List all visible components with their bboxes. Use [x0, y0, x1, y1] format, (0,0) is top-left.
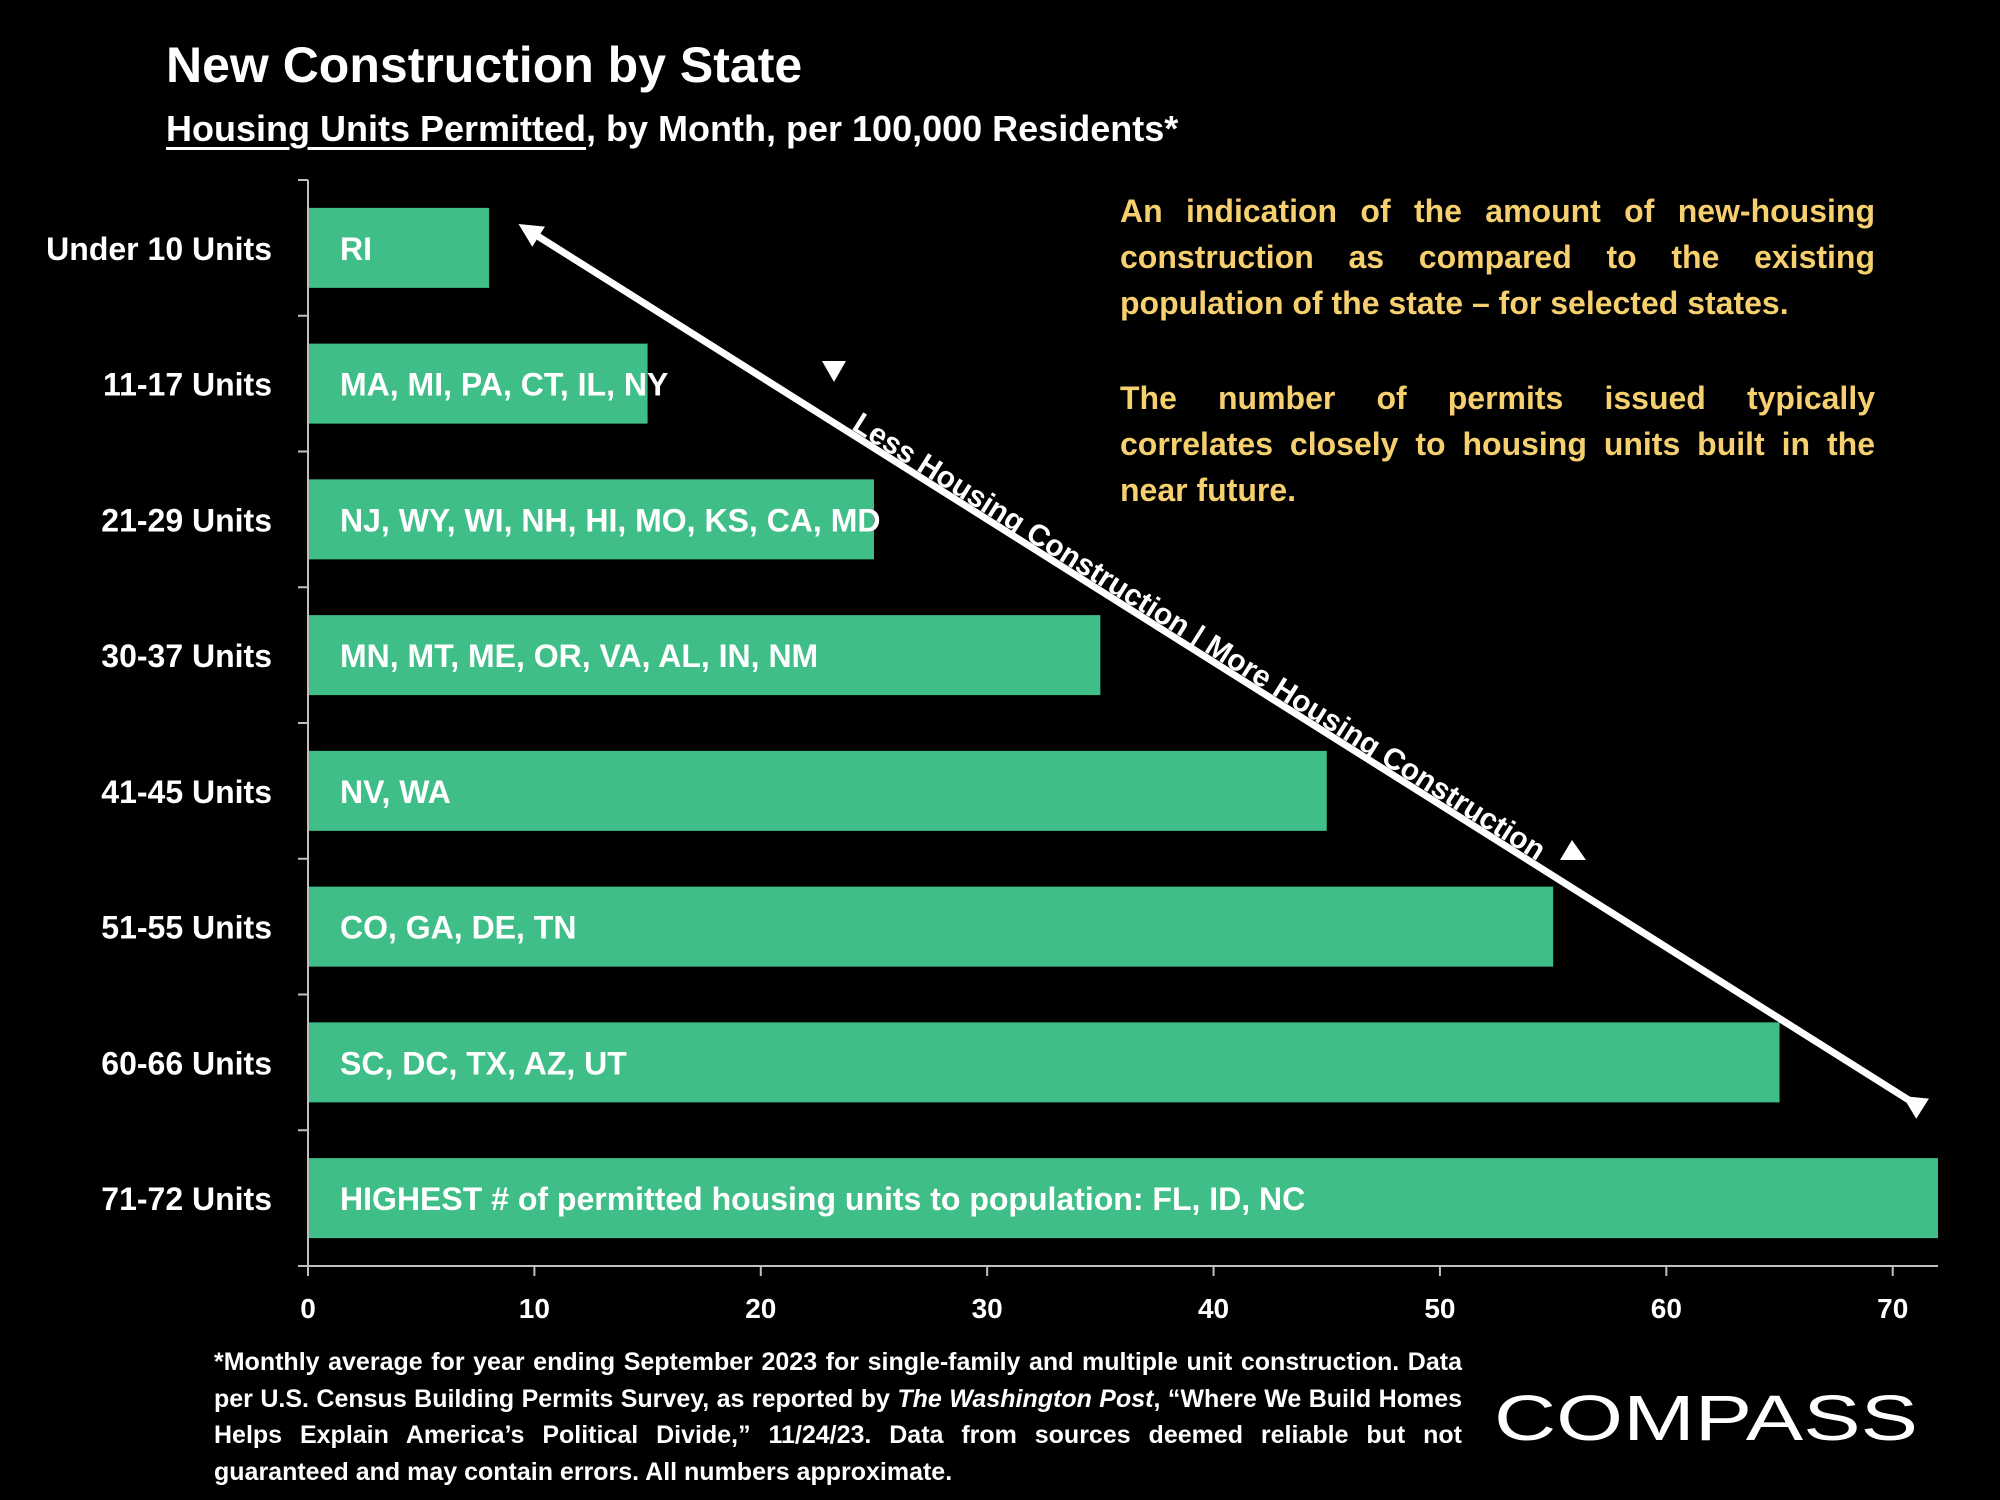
x-tick-label: 30	[972, 1293, 1003, 1324]
bar-label: NJ, WY, WI, NH, HI, MO, KS, CA, MD	[340, 502, 880, 538]
axes-layer: Under 10 Units 11-17 Units 21-29 Units 30-3…	[46, 179, 1938, 1324]
bar-label: MA, MI, PA, CT, IL, NY	[340, 367, 668, 403]
category-label: 11-17 Units	[103, 367, 272, 403]
category-label: Under 10 Units	[46, 231, 272, 267]
footnote: *Monthly average for year ending Septemb…	[214, 1344, 1462, 1490]
bar	[308, 750, 1327, 831]
x-tick-label: 10	[519, 1293, 550, 1324]
logo-text: COMPASS	[1494, 1384, 1918, 1450]
bar-label: RI	[340, 231, 372, 267]
category-label: 60-66 Units	[101, 1045, 272, 1081]
bar-label: SC, DC, TX, AZ, UT	[340, 1045, 627, 1081]
trend-arrow	[518, 224, 1930, 1119]
bar-label: NV, WA	[340, 774, 451, 810]
x-tick-label: 40	[1198, 1293, 1229, 1324]
category-label: 71-72 Units	[101, 1181, 272, 1217]
category-label: 51-55 Units	[101, 910, 272, 946]
bar-label: HIGHEST # of permitted housing units to …	[340, 1181, 1305, 1217]
subtitle-rest: , by Month, per 100,000 Residents*	[586, 108, 1179, 149]
footnote-source: The Washington Post	[897, 1384, 1154, 1413]
chart-title: New Construction by State	[166, 37, 803, 93]
note-paragraph-2: The number of permits issued typically c…	[1120, 380, 1875, 508]
chart-subtitle: Housing Units Permitted, by Month, per 1…	[166, 108, 1178, 150]
footnote-part-1: *Monthly average for year ending Septemb…	[214, 1348, 1462, 1413]
x-tick-label: 0	[300, 1293, 316, 1324]
category-label: 30-37 Units	[101, 638, 272, 674]
category-label: 41-45 Units	[101, 774, 272, 810]
x-tick-label: 50	[1424, 1293, 1455, 1324]
bar-chart: RI MA, MI, PA, CT, IL, NY NJ, WY, WI, NH, …	[46, 179, 1938, 1324]
triangle-up-icon	[1560, 840, 1586, 860]
compass-logo: COMPASS	[1494, 1384, 1918, 1450]
subtitle-underlined: Housing Units Permitted	[166, 108, 587, 149]
x-tick-label: 20	[745, 1293, 776, 1324]
triangle-down-icon	[822, 361, 846, 382]
bar	[308, 207, 490, 288]
x-tick-label: 60	[1651, 1293, 1682, 1324]
bar-label: CO, GA, DE, TN	[340, 910, 576, 946]
note-paragraph-1: An indication of the amount of new-housi…	[1120, 193, 1875, 321]
x-tick-label: 70	[1877, 1293, 1908, 1324]
bar	[308, 1158, 1938, 1239]
bar-label: MN, MT, ME, OR, VA, AL, IN, NM	[340, 638, 818, 674]
footnote-part-2: , “Where We Build Homes Helps Explain Am…	[214, 1384, 1463, 1486]
category-label: 21-29 Units	[101, 502, 272, 538]
bars-layer: RI MA, MI, PA, CT, IL, NY NJ, WY, WI, NH, …	[308, 207, 1938, 1239]
